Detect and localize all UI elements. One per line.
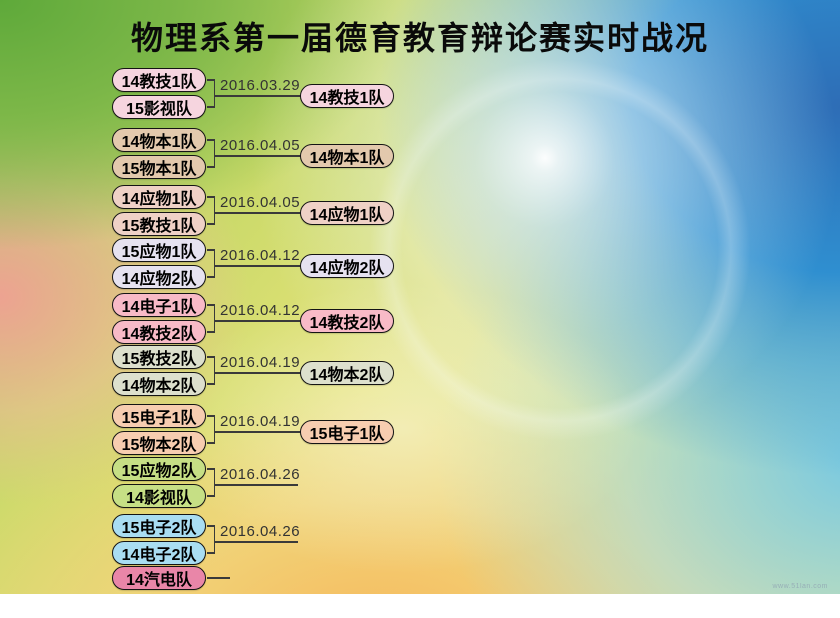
winner-box: 14应物1队 (300, 201, 394, 225)
team-box: 15电子2队 (112, 514, 206, 538)
winner-box: 14物本1队 (300, 144, 394, 168)
connector-line (213, 79, 216, 108)
connector-line (213, 541, 298, 543)
team-box: 15应物1队 (112, 238, 206, 262)
connector-line (207, 552, 215, 554)
connector-line (213, 212, 301, 214)
team-box: 14应物1队 (112, 185, 206, 209)
connector-line (207, 276, 215, 278)
connector-line (213, 95, 301, 97)
team-box: 15电子1队 (112, 404, 206, 428)
team-box: 14应物2队 (112, 265, 206, 289)
connector-line (213, 484, 298, 486)
winner-box: 14教技1队 (300, 84, 394, 108)
connector-line (213, 431, 301, 433)
team-box: 14教技2队 (112, 320, 206, 344)
match-date: 2016.04.05 (220, 194, 301, 211)
team-box: 15物本1队 (112, 155, 206, 179)
slide-title: 物理系第一届德育教育辩论赛实时战况 (130, 20, 709, 56)
bracket-match-9: 15电子2队 14电子2队 2016.04.26 (112, 514, 412, 566)
team-box: 14电子1队 (112, 293, 206, 317)
bracket-match-1: 14教技1队 15影视队 2016.03.29 14教技1队 (112, 68, 412, 120)
connector-line (207, 331, 215, 333)
winner-box: 14教技2队 (300, 309, 394, 333)
connector-line (213, 155, 301, 157)
team-box: 14影视队 (112, 484, 206, 508)
connector-line (213, 304, 216, 333)
team-box: 15教技2队 (112, 345, 206, 369)
connector-line (213, 415, 216, 444)
bracket-match-3: 14应物1队 15教技1队 2016.04.05 14应物1队 (112, 185, 412, 237)
connector-line (207, 304, 215, 306)
connector-line (213, 249, 216, 278)
connector-line (207, 577, 230, 579)
team-box: 14教技1队 (112, 68, 206, 92)
team-box: 15应物2队 (112, 457, 206, 481)
match-date: 2016.03.29 (220, 77, 301, 94)
match-date: 2016.04.26 (220, 466, 301, 483)
connector-line (213, 265, 301, 267)
bracket-solo-team: 14汽电队 (112, 566, 412, 618)
connector-line (207, 106, 215, 108)
connector-line (213, 139, 216, 168)
connector-line (213, 320, 301, 322)
winner-box: 14物本2队 (300, 361, 394, 385)
winner-box: 15电子1队 (300, 420, 394, 444)
team-box: 14物本2队 (112, 372, 206, 396)
match-date: 2016.04.19 (220, 354, 301, 371)
connector-line (207, 356, 215, 358)
bracket-match-4: 15应物1队 14应物2队 2016.04.12 14应物2队 (112, 238, 412, 290)
bracket-match-7: 15电子1队 15物本2队 2016.04.19 15电子1队 (112, 404, 412, 456)
connector-line (207, 383, 215, 385)
watermark-text: www.51lan.com (772, 583, 828, 590)
connector-line (207, 442, 215, 444)
bracket-match-5: 14电子1队 14教技2队 2016.04.12 14教技2队 (112, 293, 412, 345)
team-box: 14电子2队 (112, 541, 206, 565)
bracket-match-6: 15教技2队 14物本2队 2016.04.19 14物本2队 (112, 345, 412, 397)
connector-line (207, 249, 215, 251)
match-date: 2016.04.26 (220, 523, 301, 540)
match-date: 2016.04.12 (220, 302, 301, 319)
connector-line (207, 468, 215, 470)
connector-line (207, 79, 215, 81)
match-date: 2016.04.05 (220, 137, 301, 154)
connector-line (213, 196, 216, 225)
team-box: 15物本2队 (112, 431, 206, 455)
connector-line (207, 525, 215, 527)
winner-box: 14应物2队 (300, 254, 394, 278)
match-date: 2016.04.12 (220, 247, 301, 264)
bracket-match-2: 14物本1队 15物本1队 2016.04.05 14物本1队 (112, 128, 412, 180)
connector-line (207, 495, 215, 497)
team-box: 15教技1队 (112, 212, 206, 236)
connector-line (213, 525, 216, 554)
team-box: 14物本1队 (112, 128, 206, 152)
connector-line (207, 139, 215, 141)
connector-line (207, 196, 215, 198)
team-box: 14汽电队 (112, 566, 206, 590)
connector-line (213, 468, 216, 497)
connector-line (207, 166, 215, 168)
connector-line (213, 372, 301, 374)
bracket-match-8: 15应物2队 14影视队 2016.04.26 (112, 457, 412, 509)
team-box: 15影视队 (112, 95, 206, 119)
connector-line (207, 415, 215, 417)
match-date: 2016.04.19 (220, 413, 301, 430)
connector-line (207, 223, 215, 225)
connector-line (213, 356, 216, 385)
